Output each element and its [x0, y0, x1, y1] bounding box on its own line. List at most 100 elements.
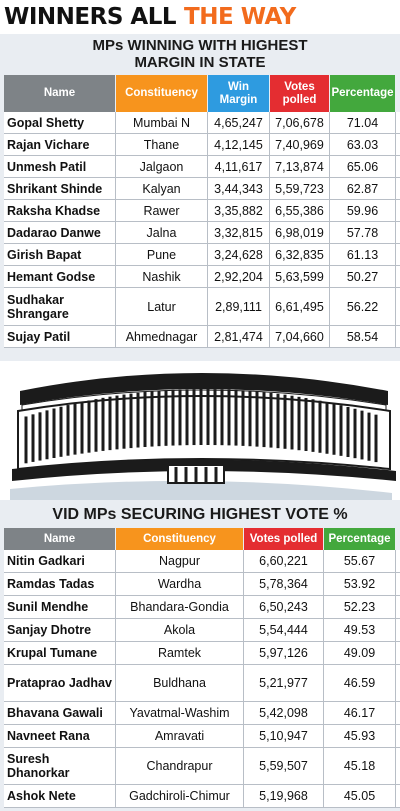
table-row: Sujay Patil Ahmednagar 2,81,474 7,04,660 58.…: [4, 326, 400, 348]
cell-percentage: 71.04: [330, 112, 396, 133]
table-row: Girish Bapat Pune 3,24,628 6,32,835 61.13: [4, 244, 400, 266]
cell-percentage: 45.18: [324, 748, 396, 784]
cell-percentage: 50.27: [330, 266, 396, 287]
table1-header-name: Name: [4, 75, 116, 112]
cell-percentage: 62.87: [330, 178, 396, 199]
table1-title-line2: MARGIN IN STATE: [134, 54, 266, 71]
table-row: Nitin Gadkari Nagpur 6,60,221 55.67: [4, 550, 400, 573]
cell-constituency: Amravati: [116, 725, 244, 747]
cell-name: Shrikant Shinde: [4, 178, 116, 199]
cell-constituency: Nagpur: [116, 550, 244, 572]
cell-votes-polled: 5,59,507: [244, 748, 324, 784]
cell-win-margin: 2,81,474: [208, 326, 270, 347]
cell-win-margin: 2,92,204: [208, 266, 270, 287]
headline-part2: THE WAY: [184, 4, 296, 30]
cell-constituency: Chandrapur: [116, 748, 244, 784]
cell-percentage: 56.22: [330, 288, 396, 325]
table-row: Ashok Nete Gadchiroli-Chimur 5,19,968 45.05: [4, 785, 400, 808]
cell-name: Ashok Nete: [4, 785, 116, 807]
cell-votes-polled: 7,04,660: [270, 326, 330, 347]
table-row: Raksha Khadse Rawer 3,35,882 6,55,386 59.96: [4, 200, 400, 222]
table-row: Ramdas Tadas Wardha 5,78,364 53.92: [4, 573, 400, 596]
cell-percentage: 49.53: [324, 619, 396, 641]
cell-votes-polled: 6,98,019: [270, 222, 330, 243]
table-row: Suresh Dhanorkar Chandrapur 5,59,507 45.18: [4, 748, 400, 785]
cell-votes-polled: 7,06,678: [270, 112, 330, 133]
cell-votes-polled: 5,19,968: [244, 785, 324, 807]
cell-votes-polled: 7,13,874: [270, 156, 330, 177]
table-row: Sudhakar Shrangare Latur 2,89,111 6,61,495 5…: [4, 288, 400, 326]
cell-name: Navneet Rana: [4, 725, 116, 747]
cell-name: Gopal Shetty: [4, 112, 116, 133]
cell-constituency: Wardha: [116, 573, 244, 595]
table1-header-row: Name Constituency Win Margin Votes polle…: [4, 75, 400, 112]
cell-votes-polled: 5,97,126: [244, 642, 324, 664]
cell-constituency: Kalyan: [116, 178, 208, 199]
cell-constituency: Mumbai N: [116, 112, 208, 133]
cell-name: Sunil Mendhe: [4, 596, 116, 618]
cell-percentage: 65.06: [330, 156, 396, 177]
table2-header-row: Name Constituency Votes polled Percentag…: [4, 528, 400, 550]
cell-constituency: Thane: [116, 134, 208, 155]
cell-votes-polled: 6,32,835: [270, 244, 330, 265]
cell-win-margin: 4,65,247: [208, 112, 270, 133]
cell-votes-polled: 5,42,098: [244, 702, 324, 724]
cell-win-margin: 3,24,628: [208, 244, 270, 265]
table1-header-win-margin: Win Margin: [208, 75, 270, 112]
cell-percentage: 57.78: [330, 222, 396, 243]
cell-constituency: Buldhana: [116, 665, 244, 701]
cell-name: Sanjay Dhotre: [4, 619, 116, 641]
cell-votes-polled: 6,60,221: [244, 550, 324, 572]
cell-percentage: 45.93: [324, 725, 396, 747]
cell-constituency: Jalgaon: [116, 156, 208, 177]
cell-name: Dadarao Danwe: [4, 222, 116, 243]
cell-win-margin: 4,11,617: [208, 156, 270, 177]
table-row: Shrikant Shinde Kalyan 3,44,343 5,59,723 62.…: [4, 178, 400, 200]
cell-constituency: Ahmednagar: [116, 326, 208, 347]
cell-constituency: Akola: [116, 619, 244, 641]
cell-votes-polled: 5,10,947: [244, 725, 324, 747]
cell-votes-polled: 6,61,495: [270, 288, 330, 325]
table2-header-name: Name: [4, 528, 116, 550]
cell-constituency: Gadchiroli-Chimur: [116, 785, 244, 807]
cell-name: Krupal Tumane: [4, 642, 116, 664]
parliament-illustration: [0, 361, 400, 500]
headline-part1: WINNERS ALL: [4, 4, 177, 30]
table2-header-percentage: Percentage: [324, 528, 396, 550]
cell-votes-polled: 5,21,977: [244, 665, 324, 701]
cell-win-margin: 4,12,145: [208, 134, 270, 155]
cell-percentage: 63.03: [330, 134, 396, 155]
cell-constituency: Nashik: [116, 266, 208, 287]
cell-percentage: 46.17: [324, 702, 396, 724]
table1-title: MPs WINNING WITH HIGHEST MARGIN IN STATE: [0, 34, 400, 75]
cell-votes-polled: 5,59,723: [270, 178, 330, 199]
cell-name: Unmesh Patil: [4, 156, 116, 177]
cell-percentage: 55.67: [324, 550, 396, 572]
table1-header-percentage: Percentage: [330, 75, 396, 112]
cell-name: Girish Bapat: [4, 244, 116, 265]
cell-percentage: 46.59: [324, 665, 396, 701]
cell-votes-polled: 6,50,243: [244, 596, 324, 618]
table-row: Navneet Rana Amravati 5,10,947 45.93: [4, 725, 400, 748]
table-row: Unmesh Patil Jalgaon 4,11,617 7,13,874 65.06: [4, 156, 400, 178]
cell-percentage: 49.09: [324, 642, 396, 664]
cell-percentage: 61.13: [330, 244, 396, 265]
cell-votes-polled: 5,63,599: [270, 266, 330, 287]
cell-name: Rajan Vichare: [4, 134, 116, 155]
cell-percentage: 52.23: [324, 596, 396, 618]
table2-header-votes-polled: Votes polled: [244, 528, 324, 550]
cell-name: Sudhakar Shrangare: [4, 288, 116, 325]
table2-panel: VID MPs SECURING HIGHEST VOTE % Name Con…: [0, 500, 400, 811]
cell-votes-polled: 5,78,364: [244, 573, 324, 595]
cell-constituency: Bhandara-Gondia: [116, 596, 244, 618]
table2-body: Nitin Gadkari Nagpur 6,60,221 55.67 Ramdas T…: [4, 550, 400, 808]
table1-header-constituency: Constituency: [116, 75, 208, 112]
cell-name: Bhavana Gawali: [4, 702, 116, 724]
table1-panel: MPs WINNING WITH HIGHEST MARGIN IN STATE…: [0, 34, 400, 361]
cell-constituency: Rawer: [116, 200, 208, 221]
cell-constituency: Jalna: [116, 222, 208, 243]
cell-constituency: Ramtek: [116, 642, 244, 664]
cell-name: Ramdas Tadas: [4, 573, 116, 595]
table1-header-votes-polled: Votes polled: [270, 75, 330, 112]
table-row: Sanjay Dhotre Akola 5,54,444 49.53: [4, 619, 400, 642]
